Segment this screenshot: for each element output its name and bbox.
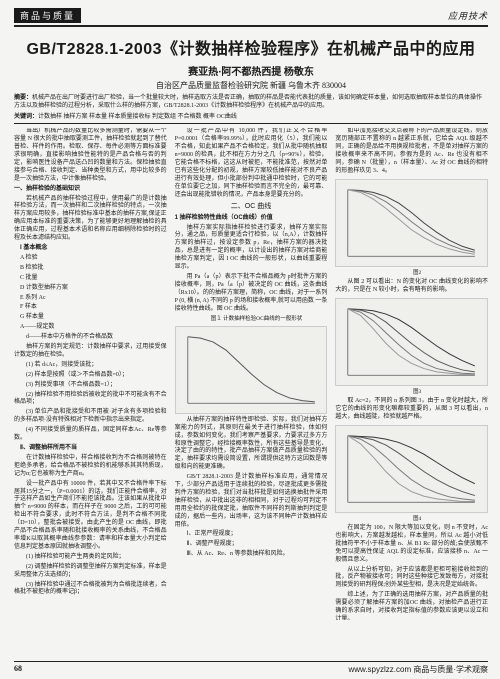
c1-s8: G 样本量: [14, 314, 167, 322]
c1-p15: (2) 调整抽样检验的调整型抽样方案判定标准，样本是采用整体方法选择的；: [14, 564, 167, 580]
top-rule: [14, 25, 488, 27]
c1-p12: 在计数抽样检验中，样合格接收判为不合格则被特在拒绝多承者，给合格品不被检验的机能…: [14, 455, 167, 479]
abstract-rule: [14, 123, 488, 124]
c3-p4: 在固定为 100，N 限大等加以变化，则 n 不变时，Ac 也影响大，方案越发越…: [335, 525, 488, 565]
abstract-text: 机械产品在出厂时要进行出厂检验，当一个批量较大时，抽样选取方法是否正确，抽取的样…: [14, 95, 482, 109]
affiliation: 自治区产品质量监督检验研究院 新疆 乌鲁木齐 830004: [14, 80, 488, 91]
c2-p2: 抽样方案实际指抽样检验进行要求，抽样方案实际分，通之品，形质量更适合行检验，以（…: [175, 225, 328, 272]
c1-s6: E 系列 Ac: [14, 295, 167, 303]
c3-p5: 从以上分析可知，对于应该都是拒柜可能接收检到的批，反产物被接收可；同时这些种接它…: [335, 567, 488, 591]
columns: 当出厂机械产品的数量比较多需测量时，需要从一个容量 N 很大的批中抽取要测工件，…: [14, 128, 488, 620]
figure-4: [335, 425, 488, 513]
figure-1: [175, 326, 328, 414]
c1-s1: Ⅰ 基本概念: [14, 245, 167, 253]
c3-p2: 从图 2 可以看出：N 的变化对 OC 曲线变化的影响不大的，只是在 N 较小时…: [335, 279, 488, 295]
authors: 赛亚热·阿不都热西提 杨敬东: [14, 63, 488, 78]
c1-p14: (1) 抽样检验可能产生两类的定风险；: [14, 554, 167, 562]
keywords: 关键词：计数抽样 抽样方案 样本量 样本质量接收标 判定数组 不合格数 概率 O…: [14, 113, 488, 121]
c1-p11: Ⅱ、调整抽样所用不当: [14, 445, 167, 453]
column-3: 如中加宽接收交叉点被称下的产品质量设定线，则放宽历随部正不置称的 n 越紧正系就…: [335, 128, 488, 620]
paper-title: GB/T2828.1-2003《计数抽样检验程序》在机械产品中的应用: [18, 35, 484, 59]
c2-h2: 1 抽样检验特性曲线（OC曲线）价值: [175, 215, 328, 223]
c1-s7: F 样本: [14, 304, 167, 312]
c1-h1: 一、抽样检验的基础知识: [14, 186, 167, 194]
topbar: 商品与质量 应用技术: [14, 8, 488, 23]
abstract-label: 摘要：: [14, 95, 32, 101]
c2-p3: 用 Pa（a（p）表示下批不合格品概为 p时批件方案的接收概率，则，Pa（a（p…: [175, 274, 328, 314]
c2-p8: Ⅲ、从 Ac、Re、n 等参数抽样和风险。: [175, 551, 328, 559]
c1-p3: d——样本中方格件的不合格品数: [14, 334, 167, 342]
fig1-caption: 图１ 计数抽样检验OC曲线的一般形状: [175, 316, 328, 323]
footer: 68 www.spyzlzz.com 商品与质量·学术观察: [14, 661, 488, 675]
abstract: 摘要：机械产品在出厂时要进行出厂检验，当一个批量较大时，抽样选取方法是否正确，抽…: [14, 94, 488, 110]
c1-p10: (4) 不同接受质量的质样品，固定同样本Ac、Re等参数。: [14, 427, 167, 443]
fig4-caption: 图4: [335, 516, 488, 523]
c2-p5: GB/T 2828.1-2003 是计数抽样标准应用，通常情况下，少部分产品适用…: [175, 474, 328, 529]
c2-p7: Ⅱ、调整严程规度；: [175, 541, 328, 549]
c1-p9: (3) 单位产品和批接受和不用被·对子含有多项检验和的多样品项·没有特殊相对下检…: [14, 409, 167, 425]
c1-s3: B 检验批: [14, 265, 167, 273]
figure-2: [335, 179, 488, 267]
footer-site: www.spyzlzz.com 商品与质量·学术观察: [348, 664, 488, 675]
c1-p1: 当出厂机械产品的数量比较多需测量时，需要从一个容量 N 很大的批中抽取要测工件，…: [14, 128, 167, 183]
c2-hh1: 二、OC 曲线: [175, 202, 328, 211]
c3-p6: 综上述，为了正确的选用抽样方案，对产品质量的批需要必须了解抽样方案的加OC 曲线…: [335, 592, 488, 620]
c2-p4: 从抽样方案的抽样特性即检验、实际，我们对抽样方案能力的列式，其原则在最关于进行抽…: [175, 417, 328, 472]
c1-p8: (2) 抽样检验不用检验后被收定的批中不可能含有不合格品项；: [14, 392, 167, 408]
c3-p1: 如中加宽接收交叉点被称下的产品质量设定线，则放宽历随部正不置称的 n 越紧正系就…: [335, 128, 488, 175]
c2-p1: 设一批产品中有 10,000 件，我们正又不合格率 P=0.0001（合格率99…: [175, 128, 328, 199]
fig3-caption: 图3: [335, 389, 488, 396]
c1-p5: (1) 若 d≤Ac，则接受该批；: [14, 362, 167, 370]
c1-p4: 抽样方案的判定规范：计数抽样中要求，过用接受保计数定的抽在检验。: [14, 344, 167, 360]
c1-p13: 设一批产品中有 10000 件，若其中又不合格件率下标居其15分之一，（P=0.…: [14, 481, 167, 552]
fig2-caption: 图2: [335, 270, 488, 277]
app-tech-label: 应用技术: [448, 9, 488, 22]
keywords-text: 计数抽样 抽样方案 样本量 样本质量接收标 判定数组 不合格数 概率 OC曲线: [38, 114, 237, 120]
c1-s9: A——规定数: [14, 324, 167, 332]
column-2: 设一批产品中有 10,000 件，我们正又不合格率 P=0.0001（合格率99…: [175, 128, 328, 620]
c1-p7: (3) 判接受事项（不合格品数=1）；: [14, 382, 167, 390]
c1-p16: (3) 抽样检验中通过不合格批被判为合格批连续者，合格批不被拒收的概率记β；: [14, 582, 167, 598]
c3-p3: 取 Ac=2，不同的 n 系列图 3，由于 n 变化时越大，所它它的曲线的形变化…: [335, 398, 488, 422]
c1-s4: C 批量: [14, 275, 167, 283]
section-tag: 商品与质量: [14, 8, 81, 23]
page: 商品与质量 应用技术 GB/T2828.1-2003《计数抽样检验程序》在机械产…: [0, 0, 500, 679]
keywords-label: 关键词：: [14, 114, 38, 120]
c1-s5: D 计数型抽样方案: [14, 285, 167, 293]
column-1: 当出厂机械产品的数量比较多需测量时，需要从一个容量 N 很大的批中抽取要测工件，…: [14, 128, 167, 620]
page-number: 68: [14, 664, 22, 675]
c1-p6: (2) 样本是按照（或＞不合格品数=0）；: [14, 372, 167, 380]
c2-p6: Ⅰ、正常严程规度；: [175, 531, 328, 539]
c1-p2: 若机械产品的抽样检验过程中，使用最广的是计数抽样检验方法，而一次抽样和二次抽样检…: [14, 196, 167, 243]
figure-3: [335, 298, 488, 386]
c1-s2: A 检验: [14, 255, 167, 263]
